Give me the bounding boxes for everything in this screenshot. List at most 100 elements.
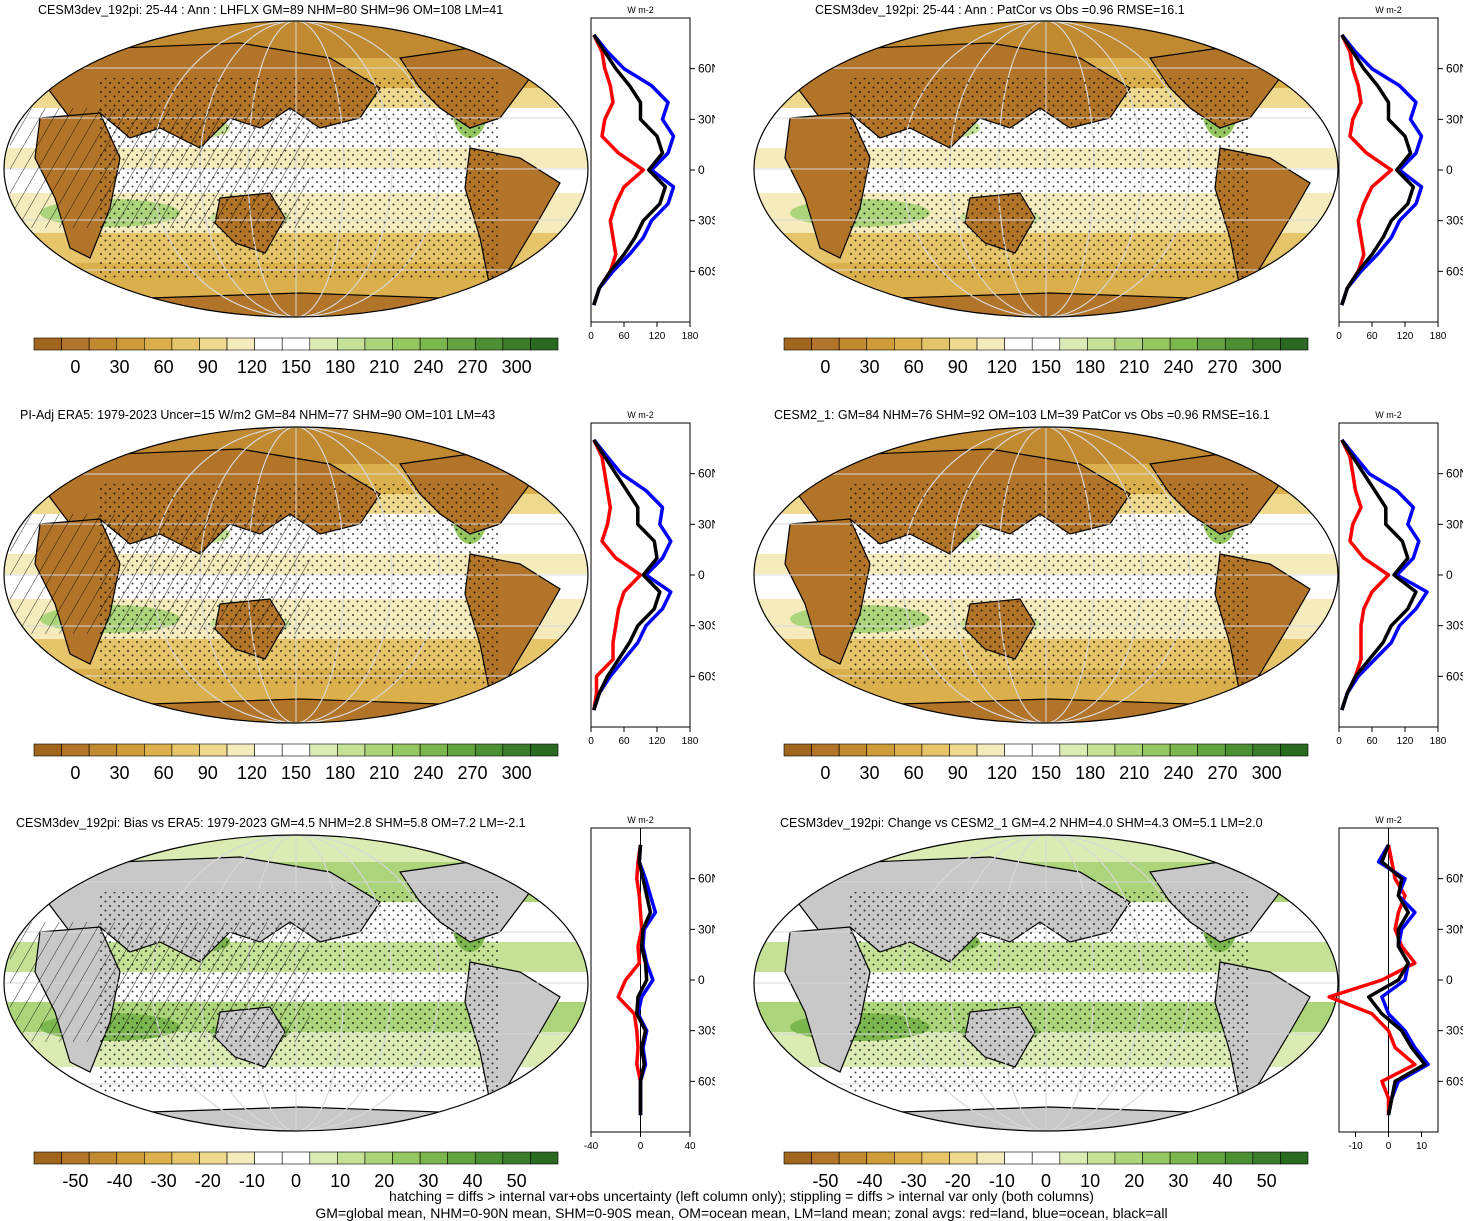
panel-5-title: CESM3dev_192pi: Bias vs ERA5: 1979-2023 … (16, 816, 526, 830)
colorbar-swatch (226, 337, 255, 351)
map-border (3, 20, 589, 318)
colorbar-swatch (1059, 1151, 1088, 1165)
lat-tick-label: 0 (1446, 973, 1453, 987)
colorbar-swatch (811, 337, 840, 351)
lat-tick-label: 30S (1446, 619, 1463, 633)
colorbar-swatch (61, 1151, 90, 1165)
lat-tick-label: 0 (698, 568, 705, 582)
hatching (10, 514, 310, 634)
colorbar-swatch (1142, 1151, 1171, 1165)
zonal-all-line (1366, 844, 1427, 1116)
colorbar-label: 10 (330, 1171, 350, 1191)
colorbar-label: 240 (1163, 357, 1193, 377)
map-border (753, 20, 1339, 318)
zonal-land-line (616, 844, 644, 1116)
lat-tick-label: 30S (698, 214, 715, 228)
lat-tick-label: 0 (698, 163, 705, 177)
colorbar-swatch (921, 743, 950, 757)
colorbar-swatch (199, 337, 228, 351)
colorbar-swatch (530, 1151, 559, 1165)
colorbar-label: 60 (154, 357, 174, 377)
colorbar-label: 270 (457, 763, 487, 783)
zonal-ocean-line (592, 33, 676, 306)
colorbar-swatch (144, 743, 173, 757)
panel-3-zonal-plot: W m-2 60N 30N 0 30S 60S 0 60 120 180 (588, 410, 715, 747)
colorbar-label: 210 (369, 763, 399, 783)
colorbar-label: -20 (195, 1171, 221, 1191)
lat-tick-label: 30N (698, 112, 715, 126)
colorbar-swatch (474, 337, 504, 351)
panel-2-colorbar: 0 30 60 90 120 150 180 210 240 270 300 (783, 337, 1309, 377)
colorbar-swatch (1059, 743, 1088, 757)
panel-3-title: PI-Adj ERA5: 1979-2023 Uncer=15 W/m2 GM=… (20, 408, 496, 422)
colorbar-swatch (199, 743, 228, 757)
colorbar-label: 150 (1031, 763, 1061, 783)
lat-tick-label: 30S (1446, 214, 1463, 228)
x-tick-label: 10 (1416, 1141, 1428, 1152)
colorbar-swatch (1169, 337, 1198, 351)
colorbar-swatch (811, 1151, 840, 1165)
colorbar-swatch (226, 743, 255, 757)
colorbar-label: 300 (502, 357, 532, 377)
lat-tick-label: 60N (1446, 62, 1463, 76)
colorbar-label: 150 (281, 357, 311, 377)
x-tick-label: 120 (649, 331, 666, 342)
zonal-unit-label: W m-2 (1375, 5, 1402, 15)
panel-1-zonal-plot: W m-2 60N 30N 0 30S 60S 0 60 120 180 (588, 5, 715, 342)
colorbar-swatch (1004, 1151, 1033, 1165)
colorbar-swatch (88, 1151, 118, 1165)
map-border (3, 426, 589, 724)
colorbar-swatch (866, 337, 895, 351)
colorbar-swatch (419, 743, 448, 757)
lat-tick-label: 0 (1446, 163, 1453, 177)
lat-tick-label: 30N (1446, 517, 1463, 531)
colorbar-swatch (1252, 337, 1281, 351)
lat-tick-label: 60N (698, 872, 715, 886)
zonal-ocean-line (592, 438, 673, 711)
lat-tick-label: 60S (1446, 264, 1463, 278)
colorbar-label: 270 (1207, 357, 1237, 377)
zonal-unit-label: W m-2 (1375, 815, 1402, 825)
colorbar-label: -30 (901, 1171, 927, 1191)
lat-tick-label: 60S (698, 264, 715, 278)
colorbar-swatch (1224, 337, 1254, 351)
x-tick-label: 60 (1366, 331, 1378, 342)
lat-tick-label: 30S (1446, 1024, 1463, 1038)
colorbar-label: 210 (369, 357, 399, 377)
colorbar-label: 150 (1031, 357, 1061, 377)
colorbar-label: -20 (945, 1171, 971, 1191)
colorbar-swatch (116, 1151, 145, 1165)
colorbar-label: 0 (70, 357, 80, 377)
colorbar-label: 60 (154, 763, 174, 783)
colorbar-swatch (1114, 337, 1143, 351)
colorbar-swatch (281, 337, 311, 351)
colorbar-swatch (1224, 743, 1254, 757)
stippling (850, 892, 1250, 1092)
colorbar-swatch (976, 1151, 1005, 1165)
panel-5-colorbar: -50 -40 -30 -20 -10 0 10 20 30 40 50 (33, 1151, 559, 1191)
x-tick-label: 0 (588, 736, 594, 747)
colorbar-swatch (254, 743, 283, 757)
colorbar-label: 90 (948, 763, 968, 783)
panel-2-map (753, 20, 1339, 318)
colorbar-label: 180 (1075, 763, 1105, 783)
zonal-unit-label: W m-2 (627, 815, 654, 825)
colorbar-swatch (281, 743, 311, 757)
zonal-land-line (592, 439, 643, 711)
x-tick-label: 40 (684, 1141, 696, 1152)
colorbar-swatch (1087, 1151, 1116, 1165)
colorbar-label: 210 (1119, 357, 1149, 377)
colorbar-swatch (1114, 743, 1143, 757)
colorbar-label: 0 (820, 763, 830, 783)
continent (898, 1106, 1192, 1131)
colorbar-swatch (364, 1151, 393, 1165)
colorbar-label: 120 (987, 357, 1017, 377)
colorbar-label: 180 (325, 357, 355, 377)
lat-tick-label: 0 (698, 973, 705, 987)
colorbar-swatch (530, 337, 559, 351)
colorbar-swatch (949, 1151, 978, 1165)
colorbar-swatch (226, 1151, 255, 1165)
colorbar-swatch (144, 337, 173, 351)
colorbar-swatch (171, 337, 200, 351)
colorbar-swatch (1169, 1151, 1198, 1165)
